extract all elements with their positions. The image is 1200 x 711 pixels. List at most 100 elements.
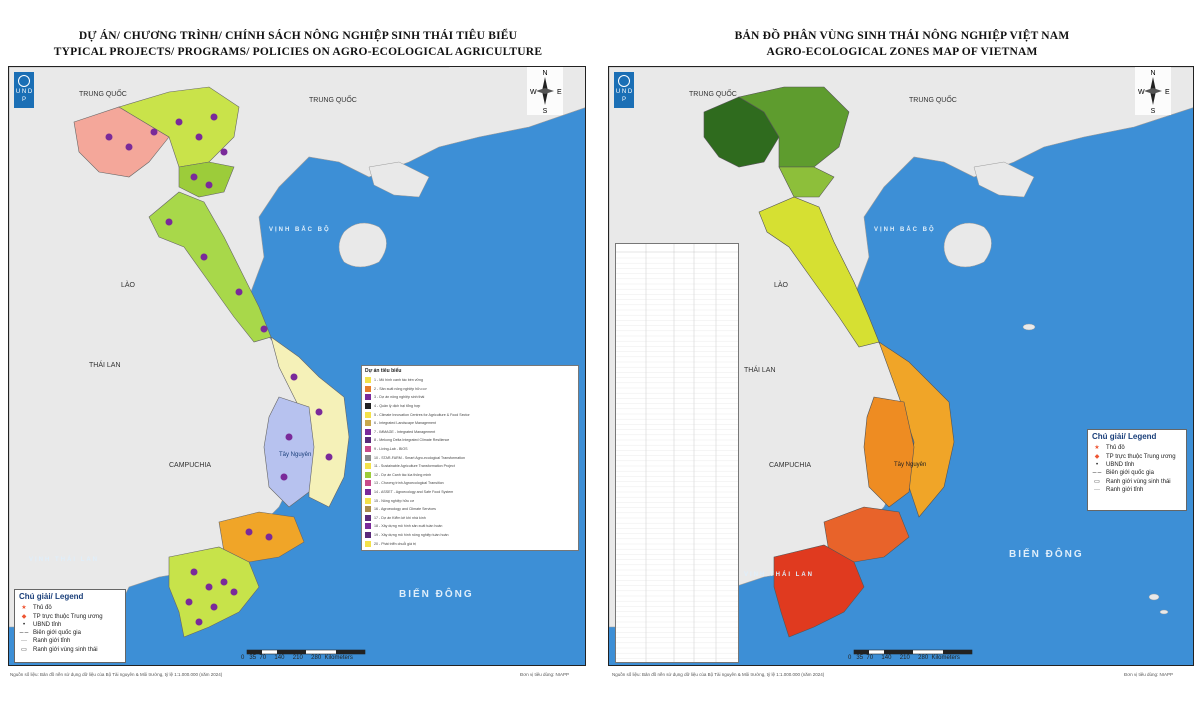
project-list-title: Dự án tiêu biểu (365, 368, 402, 374)
project-marker-icon (365, 428, 371, 435)
project-item: 19 - Xây dựng mô hình nông nghiệp tuần h… (365, 531, 575, 540)
zone-northeast (118, 86, 240, 168)
project-item: 10 - STAR-FARM - Smart Agro-ecological T… (365, 453, 575, 462)
label-east-sea: BIỂN ĐÔNG (1009, 549, 1084, 560)
label-thailand: THÁI LAN (744, 367, 776, 374)
project-marker-icon (365, 403, 371, 410)
legend-item: ◆ TP trực thuộc Trung ương (19, 613, 121, 621)
label-gulf-of-tonkin: VỊNH BẮC BỘ (269, 227, 331, 233)
legend-item: ★ Thủ đô (1092, 444, 1182, 452)
legend-item: • UBND tỉnh (1092, 462, 1182, 468)
project-marker-icon (365, 531, 371, 538)
un-globe-icon (618, 75, 630, 87)
national-border-icon: –·– (19, 630, 29, 636)
svg-text:W: W (1138, 89, 1145, 96)
project-item: 9 - Living-Lab - BIOS (365, 445, 575, 454)
legend-item: ▭ Ranh giới vùng sinh thái (19, 646, 121, 654)
legend-item: ▭ Ranh giới vùng sinh thái (1092, 478, 1182, 486)
panel-divider (598, 0, 602, 711)
project-item: 2 - Sản xuất nông nghiệp hữu cơ (365, 385, 575, 394)
label-gulf-of-thailand: VỊNH THÁI LAN (744, 572, 814, 578)
un-globe-icon (18, 75, 30, 87)
legend-item: ★ Thủ đô (19, 604, 121, 612)
zones-scale-bar (853, 649, 973, 655)
project-item: 15 - Nông nghiệp hữu cơ (365, 496, 575, 505)
leizhou-peninsula (973, 161, 1035, 198)
zones-data-table (615, 243, 739, 663)
project-marker-icon (365, 463, 371, 470)
label-china-2: TRUNG QUỐC (309, 97, 357, 104)
project-marker-icon (365, 540, 371, 547)
project-marker-icon (365, 446, 371, 453)
projects-scale-labels: 0 35 70 140 210 280 Kilometers (241, 655, 353, 661)
projects-map-frame: U N D P N S W E TRUNG QUỐC TRUNG QUỐC LÀ… (8, 66, 586, 666)
svg-text:E: E (1165, 89, 1170, 96)
project-marker-icon (365, 420, 371, 427)
legend-title: Chú giải/ Legend (19, 592, 84, 601)
national-border-icon: –·– (1092, 470, 1102, 476)
zones-source-note: Nguồn số liệu: Bản đồ nền sử dụng dữ liệ… (612, 672, 825, 677)
hainan-island (943, 222, 992, 268)
project-item: 18 - Xây dựng mô hình sản xuất tuần hoàn (365, 522, 575, 531)
zone-central-highlands (263, 396, 315, 508)
zones-legend: Chú giải/ Legend ★ Thủ đô ◆ TP trực thuộc … (1087, 429, 1187, 511)
zone-mekong-delta (168, 546, 260, 638)
zones-map-panel: BẢN ĐỒ PHÂN VÙNG SINH THÁI NÔNG NGHIỆP V… (604, 0, 1200, 711)
project-item: 20 - Phát triển chuỗi giá trị (365, 539, 575, 548)
label-china-1: TRUNG QUỐC (79, 91, 127, 98)
leizhou-peninsula (368, 161, 430, 198)
projects-map-title-vi: DỰ ÁN/ CHƯƠNG TRÌNH/ CHÍNH SÁCH NÔNG NGH… (78, 30, 518, 42)
svg-text:S: S (543, 108, 548, 115)
label-central-highlands: Tây Nguyên (894, 462, 927, 468)
projects-credit-note: Đơn vị tiêu dùng: NIAPP (520, 672, 569, 677)
legend-item: — Ranh giới tỉnh (21, 638, 71, 644)
project-marker-icon (365, 471, 371, 478)
zone-red-river-delta (178, 161, 235, 198)
project-marker-icon (365, 489, 371, 496)
label-thailand: THÁI LAN (89, 362, 121, 369)
project-marker-icon (365, 514, 371, 521)
zones-map-frame: U N D P N S W E TRUNG QUỐC TRUNG QUỐC LÀ… (608, 66, 1194, 666)
project-item: 4 - Quản lý dịch hại tổng hợp (365, 402, 575, 411)
zone-central-highlands (863, 396, 915, 508)
zone-border-icon: ▭ (21, 647, 27, 653)
project-item: 1 - Mô hình canh tác bền vững (365, 376, 575, 385)
project-marker-icon (365, 377, 371, 384)
province-border-icon: — (21, 638, 27, 644)
projects-map-title-en: TYPICAL PROJECTS/ PROGRAMS/ POLICIES ON … (53, 46, 543, 58)
zone-mekong-delta (773, 544, 865, 638)
projects-source-note: Nguồn số liệu: Bản đồ nền sử dụng dữ liệ… (10, 672, 223, 677)
north-arrow-icon: N S W E (1135, 67, 1171, 115)
project-marker-icon (365, 437, 371, 444)
zones-scale-labels: 0 35 70 140 210 280 Kilometers (848, 655, 960, 661)
project-item: 17 - Dự án Kiểm kê khí nhà kính (365, 514, 575, 523)
project-markers (105, 113, 333, 626)
svg-text:N: N (542, 70, 547, 77)
zone-northeast (738, 86, 850, 168)
undp-logo: U N D P (614, 72, 634, 108)
projects-scale-bar (246, 649, 366, 655)
zone-red-river-delta (778, 166, 835, 198)
city-marker-icon: ◆ (21, 614, 27, 620)
north-arrow-icon: N S W E (527, 67, 563, 115)
svg-text:S: S (1151, 108, 1156, 115)
project-marker-icon (365, 454, 371, 461)
project-item: 7 - IMMAGE - Integrated Management (365, 428, 575, 437)
label-china-1: TRUNG QUỐC (689, 91, 737, 98)
zone-border-icon: ▭ (1094, 479, 1100, 485)
label-laos: LÀO (774, 282, 789, 289)
legend-title: Chú giải/ Legend (1092, 432, 1157, 441)
label-east-sea: BIỂN ĐÔNG (399, 589, 474, 600)
legend-item: ◆ TP trực thuộc Trung ương (1092, 453, 1182, 461)
project-marker-icon (365, 411, 371, 418)
label-gulf-of-thailand: VỊNH THÁI LAN (29, 557, 99, 563)
project-item: 14 - ASSET - Agroecology and Safe Food S… (365, 488, 575, 497)
city-marker-icon: ◆ (1094, 454, 1100, 460)
project-item: 6 - Integrated Landscape Management (365, 419, 575, 428)
svg-text:N: N (1150, 70, 1155, 77)
project-marker-icon (365, 480, 371, 487)
hainan-island (338, 222, 387, 268)
legend-item: –·– Biên giới quốc gia (19, 630, 81, 636)
province-dot-icon: • (22, 622, 26, 628)
svg-text:W: W (530, 89, 537, 96)
